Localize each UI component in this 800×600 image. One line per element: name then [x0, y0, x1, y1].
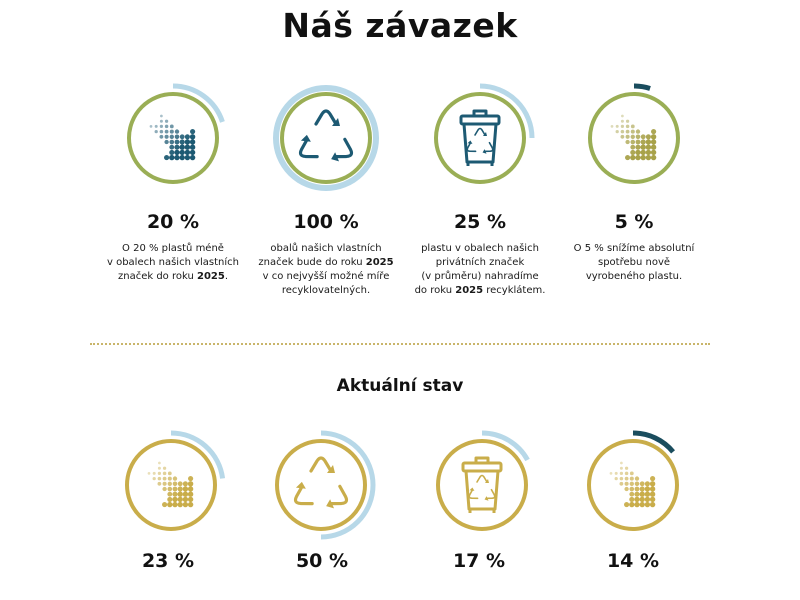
- arrow-dots-icon: [149, 114, 196, 161]
- status-1-progress-arc: [320, 430, 376, 540]
- commitment-1-badge: [113, 78, 233, 198]
- status-4-value: 14 %: [606, 550, 660, 572]
- commitment-4-line-1: O 5 % snížíme absolutní: [573, 243, 695, 254]
- commitment-1-description: O 20 % plastů méně v obalech našich vlas…: [88, 242, 258, 284]
- commitment-3-line-5: recyklátem.: [483, 285, 546, 296]
- commitment-4-line-3: vyrobeného plastu.: [585, 271, 683, 282]
- page-title: Náš závazek: [282, 6, 518, 45]
- commitment-4-badge: [574, 78, 694, 198]
- status-1-ring: [275, 439, 367, 531]
- commitments-1-ring: [280, 92, 372, 184]
- commitment-1-line-3: značek do roku: [117, 271, 197, 282]
- commitment-2-line-4: recyklovatelných.: [281, 285, 371, 296]
- commitment-3-year: 2025: [455, 285, 484, 296]
- commitment-4-value: 5 %: [614, 211, 654, 233]
- commitments-2-ring: [434, 92, 526, 184]
- commitment-3-line-1: plastu v obalech našich: [421, 243, 539, 254]
- status-3-value: 17 %: [452, 550, 506, 572]
- status-2-progress-arc: [481, 430, 530, 462]
- commitment-1-line-2: v obalech našich vlastních: [106, 257, 239, 268]
- commitment-2-line-2: značek bude do roku: [258, 257, 366, 268]
- commitment-2-description: obalů našich vlastních značek bude do ro…: [241, 242, 411, 298]
- status-2-ring: [436, 439, 528, 531]
- commitment-3-badge: [420, 78, 540, 198]
- section-subtitle: Aktuální stav: [336, 376, 464, 396]
- commitments-0-progress-arc: [172, 83, 225, 123]
- commitment-3-line-4: do roku: [414, 285, 456, 296]
- commitment-4-description: O 5 % snížíme absolutní spotřebu nově vy…: [549, 242, 719, 284]
- commitments-2-progress-arc: [479, 83, 535, 139]
- commitment-1-value: 20 %: [146, 211, 200, 233]
- commitment-3-value: 25 %: [453, 211, 507, 233]
- status-1-value: 23 %: [141, 550, 195, 572]
- commitment-4-line-2: spotřebu nově: [597, 257, 671, 268]
- commitment-1-period: .: [224, 271, 229, 282]
- commitment-2-year: 2025: [365, 257, 394, 268]
- commitment-2-line-1: obalů našich vlastních: [270, 243, 382, 254]
- commitment-2-value: 100 %: [293, 211, 359, 233]
- recycle-bin-icon: [459, 109, 501, 166]
- recycle-icon: [298, 109, 354, 162]
- status-3-progress-arc: [632, 430, 675, 454]
- status-4-badge: [573, 425, 693, 545]
- status-2-value: 50 %: [295, 550, 349, 572]
- arrow-dots-icon: [147, 461, 194, 508]
- recycle-bin-icon: [461, 456, 503, 513]
- commitment-3-line-3: (v průměru) nahradíme: [421, 271, 539, 282]
- commitment-1-line-1: O 20 % plastů méně: [122, 243, 224, 254]
- arrow-dots-icon: [610, 114, 657, 161]
- commitment-3-line-2: privátních značek: [435, 257, 525, 268]
- commitment-2-badge: [266, 78, 386, 198]
- commitment-1-year: 2025: [196, 271, 225, 282]
- status-3-badge: [422, 425, 542, 545]
- recycle-icon: [293, 456, 349, 509]
- status-0-progress-arc: [170, 430, 226, 479]
- status-2-badge: [261, 425, 381, 545]
- commitment-2-line-3: v co nejvyšší možné míře: [262, 271, 390, 282]
- section-divider: [90, 343, 710, 345]
- commitments-3-progress-arc: [633, 83, 651, 91]
- commitments-1-progress-arc: [273, 85, 379, 191]
- arrow-dots-icon: [609, 461, 656, 508]
- status-1-badge: [111, 425, 231, 545]
- commitment-3-description: plastu v obalech našich privátních znače…: [395, 242, 565, 298]
